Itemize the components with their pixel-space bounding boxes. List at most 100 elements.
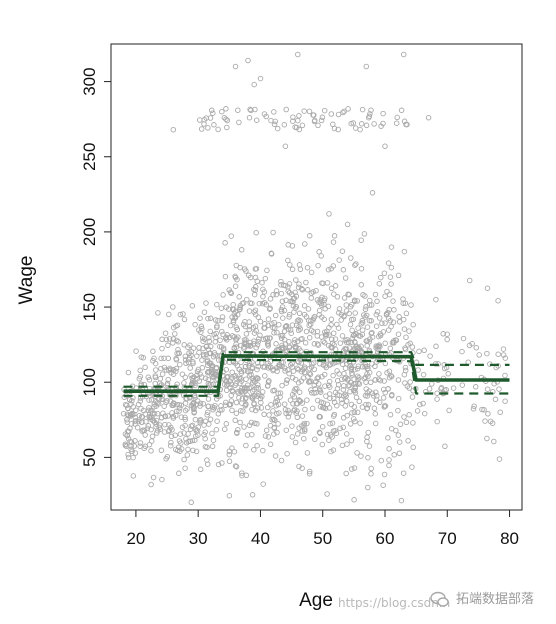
scatter-point [433, 343, 439, 350]
scatter-point [319, 294, 325, 301]
scatter-point [369, 361, 375, 367]
scatter-point [164, 380, 171, 387]
scatter-point [146, 397, 152, 403]
scatter-point [384, 370, 390, 376]
scatter-point [200, 338, 206, 344]
scatter-point [264, 404, 271, 411]
scatter-point [331, 233, 338, 239]
scatter-point [124, 402, 130, 409]
scatter-point [185, 446, 191, 453]
scatter-point [279, 298, 286, 305]
scatter-point [401, 248, 408, 255]
scatter-point [345, 339, 352, 346]
scatter-point [296, 323, 302, 330]
scatter-point [299, 413, 306, 419]
y-axis-title: Wage [16, 256, 37, 305]
scatter-point [410, 444, 416, 451]
scatter-point [290, 401, 296, 407]
scatter-point [333, 430, 340, 436]
scatter-point [229, 314, 235, 320]
scatter-point [385, 260, 392, 266]
scatter-point [234, 311, 241, 318]
scatter-point [299, 122, 306, 129]
scatter-point [325, 303, 332, 310]
scatter-point [306, 334, 313, 341]
scatter-point [308, 318, 314, 324]
scatter-point [306, 233, 313, 239]
scatter-point [128, 443, 134, 449]
scatter-point [125, 413, 132, 419]
scatter-point [479, 406, 485, 413]
scatter-point [158, 365, 164, 372]
scatter-point [166, 422, 172, 428]
scatter-point [198, 126, 205, 132]
scatter-point [167, 442, 174, 449]
scatter-point [149, 433, 156, 440]
scatter-point [252, 407, 259, 414]
scatter-point [232, 283, 239, 289]
scatter-point [351, 465, 358, 471]
scatter-point [133, 407, 139, 413]
scatter-point [137, 440, 144, 446]
scatter-point [168, 433, 175, 440]
scatter-point [385, 327, 392, 333]
scatter-point [366, 317, 373, 324]
scatter-point [289, 423, 295, 429]
scatter-point [223, 337, 230, 343]
scatter-point [327, 420, 333, 427]
scatter-point [496, 456, 503, 462]
scatter-point [387, 274, 394, 280]
scatter-point [382, 320, 388, 326]
scatter-point [359, 106, 366, 113]
scatter-point [205, 315, 211, 322]
scatter-point [376, 399, 383, 406]
scatter-point [289, 243, 296, 249]
scatter-point [222, 240, 228, 246]
scatter-point [290, 114, 296, 120]
scatter-point [363, 401, 369, 408]
scatter-point [278, 308, 285, 315]
scatter-point [321, 316, 327, 322]
scatter-point [198, 374, 205, 380]
scatter-point [177, 405, 183, 411]
scatter-point [260, 293, 266, 300]
scatter-point [154, 400, 161, 406]
scatter-point [382, 340, 388, 347]
scatter-point [207, 328, 213, 335]
scatter-point [150, 417, 156, 424]
scatter-point [329, 420, 336, 426]
scatter-point [352, 298, 358, 304]
scatter-point [142, 364, 148, 371]
scatter-point [311, 118, 318, 125]
scatter-point [484, 435, 490, 442]
scatter-point [140, 427, 146, 433]
scatter-point [246, 326, 253, 333]
scatter-point [410, 321, 416, 328]
scatter-point [360, 292, 366, 298]
scatter-point [321, 339, 328, 346]
scatter-point [181, 342, 187, 348]
scatter-point [364, 342, 370, 349]
scatter-point [315, 374, 322, 381]
scatter-point [400, 316, 407, 323]
scatter-point [336, 371, 342, 377]
scatter-point [502, 372, 508, 379]
scatter-point [212, 317, 219, 323]
scatter-point [373, 311, 380, 318]
scatter-point [169, 410, 175, 416]
scatter-point [373, 343, 379, 349]
scatter-point [398, 107, 405, 114]
scatter-point [319, 441, 326, 448]
scatter-point [137, 443, 143, 449]
y-tick-label: 300 [80, 67, 99, 95]
scatter-point [133, 348, 139, 354]
scatter-point [307, 371, 314, 378]
scatter-point [285, 257, 291, 264]
scatter-point [420, 371, 427, 378]
scatter-point [249, 492, 256, 498]
scatter-point [232, 63, 239, 70]
scatter-point [339, 376, 345, 383]
scatter-point [329, 434, 335, 440]
scatter-point [159, 476, 165, 483]
scatter-point [146, 441, 153, 448]
